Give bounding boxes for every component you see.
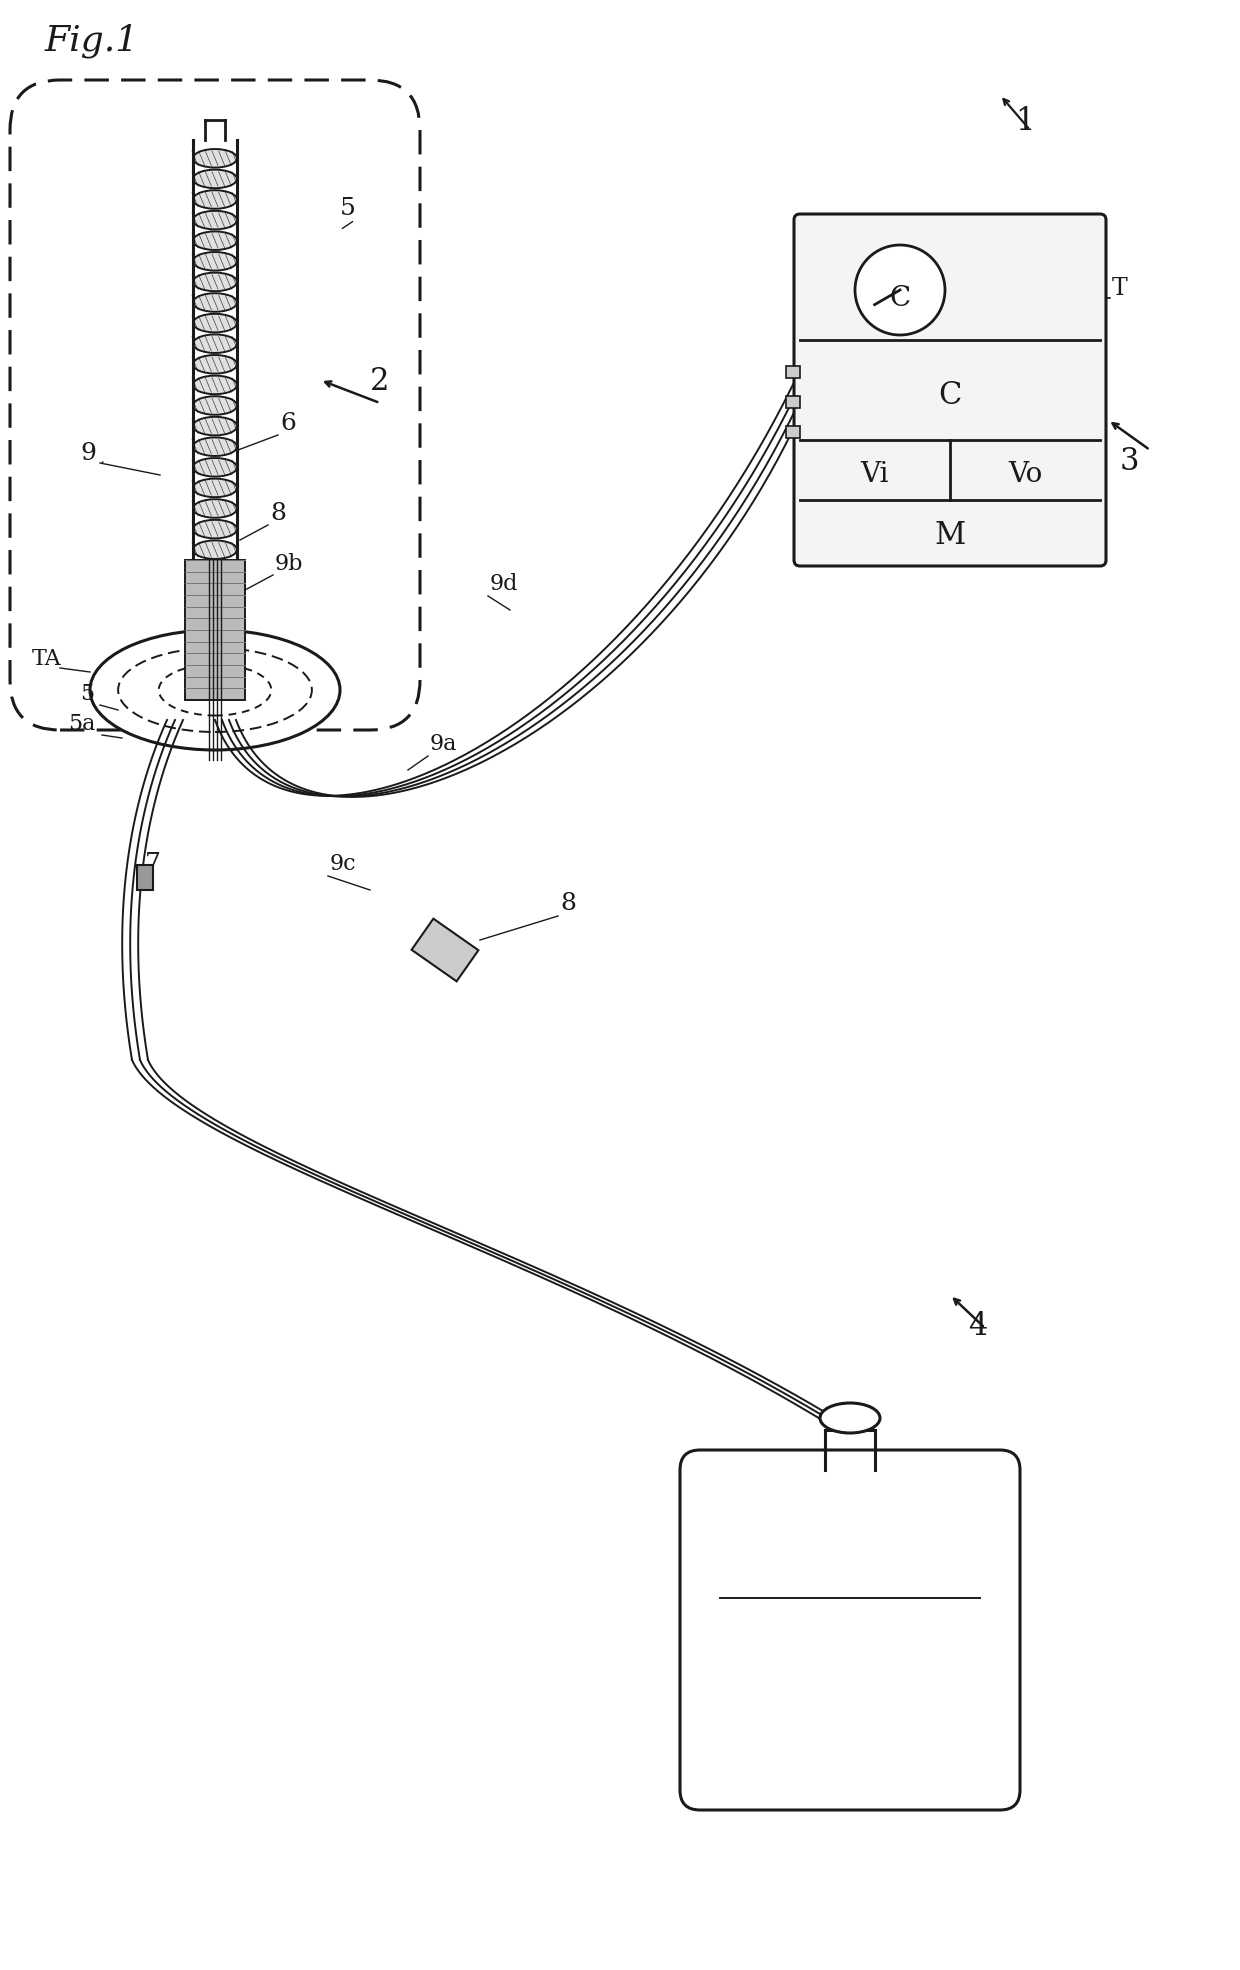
Text: 7: 7 [145, 851, 161, 875]
Bar [786, 366, 800, 378]
Ellipse shape [820, 1403, 880, 1432]
Ellipse shape [193, 396, 237, 416]
Text: TA: TA [32, 648, 62, 670]
Ellipse shape [193, 520, 237, 538]
Ellipse shape [193, 313, 237, 333]
Ellipse shape [193, 540, 237, 559]
Ellipse shape [193, 418, 237, 435]
Ellipse shape [193, 498, 237, 518]
FancyBboxPatch shape [794, 215, 1106, 565]
Ellipse shape [193, 272, 237, 292]
Text: C: C [939, 380, 962, 410]
Ellipse shape [193, 294, 237, 311]
Ellipse shape [118, 648, 312, 733]
Ellipse shape [193, 376, 237, 394]
Ellipse shape [193, 437, 237, 455]
Bar [786, 396, 800, 408]
Text: 4: 4 [968, 1310, 987, 1342]
Ellipse shape [193, 355, 237, 374]
Text: 8: 8 [560, 892, 575, 914]
Text: Fig.1: Fig.1 [45, 24, 139, 57]
Text: 9: 9 [81, 441, 95, 465]
Ellipse shape [159, 664, 272, 715]
Text: 5: 5 [340, 197, 356, 221]
Ellipse shape [193, 479, 237, 496]
Ellipse shape [193, 335, 237, 353]
Ellipse shape [193, 211, 237, 229]
Ellipse shape [193, 150, 237, 167]
Text: C: C [889, 284, 910, 311]
Text: 8: 8 [270, 502, 286, 524]
Text: Vo: Vo [1008, 461, 1042, 489]
Circle shape [856, 244, 945, 335]
Bar [412, 918, 479, 981]
Ellipse shape [91, 630, 340, 751]
FancyBboxPatch shape [680, 1450, 1021, 1810]
Text: 9a: 9a [430, 733, 458, 755]
FancyBboxPatch shape [10, 81, 420, 731]
Ellipse shape [193, 191, 237, 209]
Text: 9d: 9d [490, 573, 518, 595]
Text: 5a: 5a [68, 713, 95, 735]
Bar [786, 426, 800, 437]
Text: 9b: 9b [275, 554, 304, 575]
Text: 3: 3 [1120, 445, 1140, 477]
Text: 6: 6 [280, 412, 296, 435]
Text: T: T [1112, 278, 1127, 299]
Ellipse shape [193, 230, 237, 250]
Ellipse shape [193, 459, 237, 477]
Text: 9c: 9c [330, 853, 357, 875]
Text: 1: 1 [1016, 106, 1034, 138]
Bar [185, 559, 246, 699]
Bar [136, 865, 153, 890]
Ellipse shape [193, 169, 237, 189]
Text: 2: 2 [370, 366, 389, 398]
Ellipse shape [193, 252, 237, 270]
Text: M: M [935, 520, 966, 550]
Text: Vi: Vi [861, 461, 889, 489]
Text: 5: 5 [81, 684, 94, 705]
